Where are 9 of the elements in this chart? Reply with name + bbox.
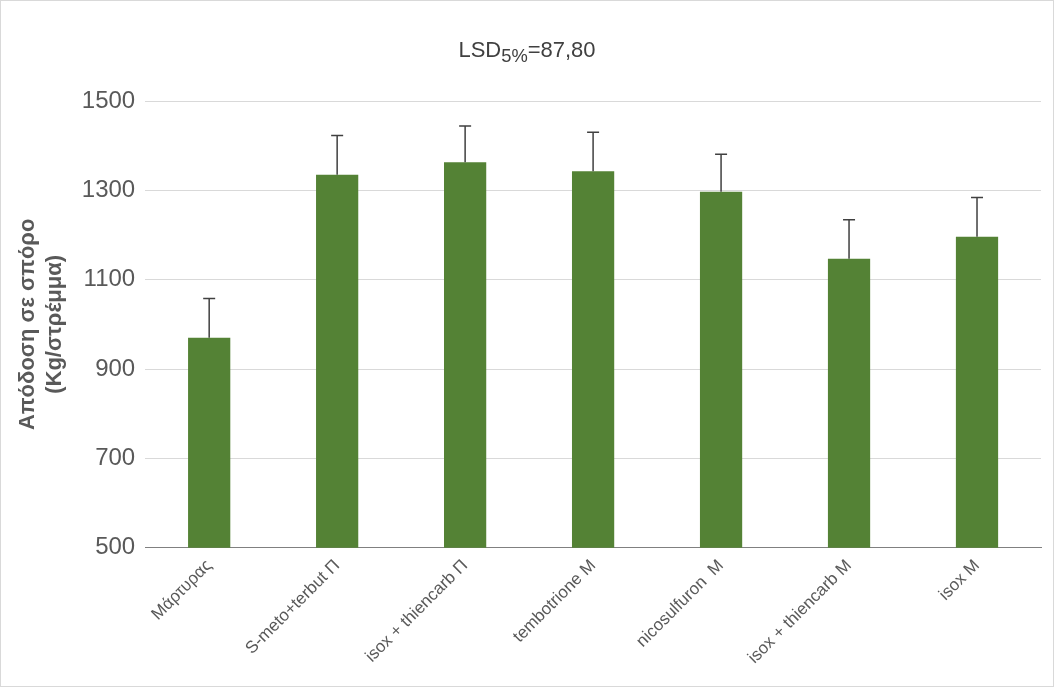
y-tick-label: 500: [95, 532, 136, 560]
x-tick-label: isox M: [934, 555, 984, 604]
chart-title: LSD$_{5%}$=87,80: [457, 37, 597, 68]
y-axis-title: Απόδοση σε σπόρο (Kg/στρέμμα): [14, 218, 66, 431]
y-tick-label: 1500: [81, 85, 136, 113]
y-tick-label: 700: [95, 442, 136, 470]
y-tick-label: 1300: [81, 174, 136, 202]
y-tick-label: 900: [95, 353, 136, 381]
y-tick-label: 1100: [83, 264, 136, 292]
